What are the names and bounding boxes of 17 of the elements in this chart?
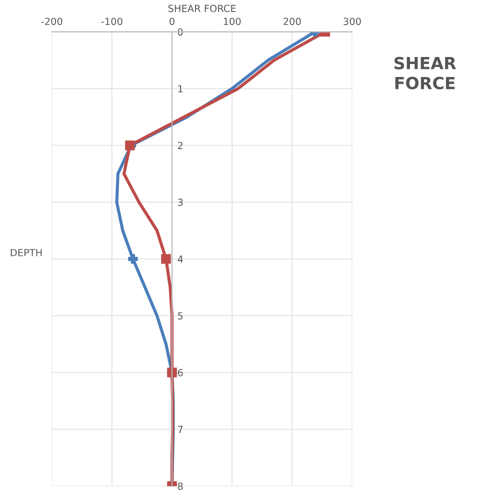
y-tick-label: 7 xyxy=(178,426,183,433)
text: SHEAR FORCE xyxy=(394,56,456,90)
x-tick-label: 200 xyxy=(284,18,301,26)
y-tick-label: 3 xyxy=(178,198,183,206)
y-axis-title: DEPTH xyxy=(10,249,42,256)
y-tick-label: 5 xyxy=(178,312,183,320)
y-tick-label: 4 xyxy=(178,256,183,263)
y-tick-label: 6 xyxy=(178,368,183,376)
x-tick-label: -200 xyxy=(41,18,62,26)
x-axis-title: SHEAR FORCE xyxy=(168,4,236,12)
y-tick-label: 2 xyxy=(178,142,182,150)
x-tick-label: -100 xyxy=(101,18,122,26)
x-tick-label: 300 xyxy=(344,18,361,26)
x-tick-label: 0 xyxy=(170,18,174,26)
x-tick-label: 100 xyxy=(224,18,241,26)
y-tick-label: 1 xyxy=(178,85,183,92)
y-tick-label: 8 xyxy=(178,482,183,490)
